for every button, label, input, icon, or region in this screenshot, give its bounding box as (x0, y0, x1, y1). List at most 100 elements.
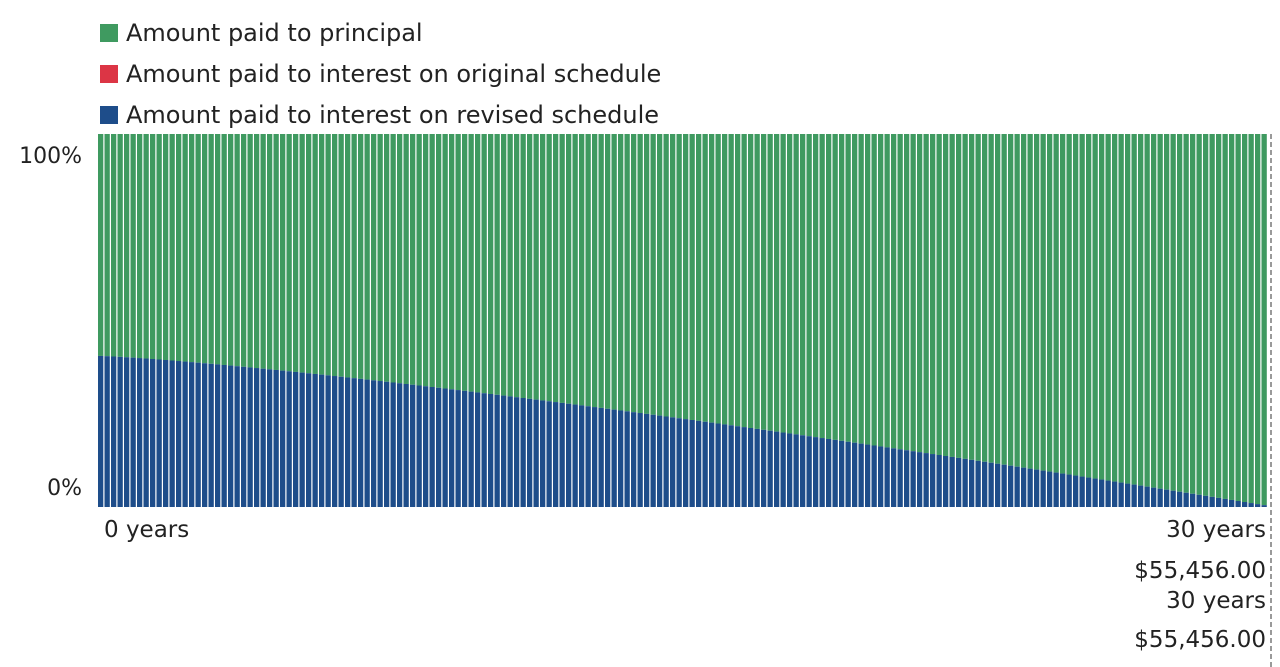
bar-group[interactable] (325, 134, 331, 507)
bar-group[interactable] (1060, 134, 1066, 507)
bar-group[interactable] (202, 134, 208, 507)
bar-group[interactable] (208, 134, 214, 507)
bar-group[interactable] (819, 134, 825, 507)
bar-group[interactable] (1014, 134, 1020, 507)
bar-group[interactable] (696, 134, 702, 507)
bar-group[interactable] (852, 134, 858, 507)
bar-group[interactable] (910, 134, 916, 507)
bar-group[interactable] (702, 134, 708, 507)
bar-group[interactable] (436, 134, 442, 507)
bar-group[interactable] (774, 134, 780, 507)
bar-group[interactable] (468, 134, 474, 507)
bar-group[interactable] (728, 134, 734, 507)
bar-group[interactable] (670, 134, 676, 507)
bar-group[interactable] (813, 134, 819, 507)
bar-group[interactable] (949, 134, 955, 507)
bar-group[interactable] (1216, 134, 1222, 507)
bar-group[interactable] (865, 134, 871, 507)
bar-group[interactable] (631, 134, 637, 507)
bar-group[interactable] (1008, 134, 1014, 507)
bar-group[interactable] (442, 134, 448, 507)
bar-group[interactable] (137, 134, 143, 507)
bar-group[interactable] (1261, 134, 1267, 507)
bar-group[interactable] (1021, 134, 1027, 507)
bar-group[interactable] (930, 134, 936, 507)
legend-item-interest-original[interactable]: Amount paid to interest on original sche… (100, 53, 661, 94)
bar-group[interactable] (189, 134, 195, 507)
bar-group[interactable] (1183, 134, 1189, 507)
bar-group[interactable] (1242, 134, 1248, 507)
bar-group[interactable] (806, 134, 812, 507)
bar-group[interactable] (1229, 134, 1235, 507)
bar-group[interactable] (1092, 134, 1098, 507)
bar-group[interactable] (494, 134, 500, 507)
bar-group[interactable] (1177, 134, 1183, 507)
bar-group[interactable] (598, 134, 604, 507)
bar-group[interactable] (273, 134, 279, 507)
bar-group[interactable] (761, 134, 767, 507)
bar-group[interactable] (449, 134, 455, 507)
bar-group[interactable] (371, 134, 377, 507)
bar-group[interactable] (1209, 134, 1215, 507)
bar-group[interactable] (884, 134, 890, 507)
bar-group[interactable] (891, 134, 897, 507)
bar-group[interactable] (429, 134, 435, 507)
bar-group[interactable] (1151, 134, 1157, 507)
bar-group[interactable] (1248, 134, 1254, 507)
bar-group[interactable] (462, 134, 468, 507)
bar-group[interactable] (566, 134, 572, 507)
bar-group[interactable] (481, 134, 487, 507)
bar-group[interactable] (1079, 134, 1085, 507)
bar-group[interactable] (280, 134, 286, 507)
bar-group[interactable] (754, 134, 760, 507)
bar-group[interactable] (241, 134, 247, 507)
bar-group[interactable] (163, 134, 169, 507)
bar-group[interactable] (780, 134, 786, 507)
bar-group[interactable] (644, 134, 650, 507)
bar-group[interactable] (143, 134, 149, 507)
bar-group[interactable] (878, 134, 884, 507)
bar-group[interactable] (507, 134, 513, 507)
bar-group[interactable] (1125, 134, 1131, 507)
bar-group[interactable] (130, 134, 136, 507)
bar-group[interactable] (475, 134, 481, 507)
bar-group[interactable] (416, 134, 422, 507)
bar-group[interactable] (624, 134, 630, 507)
bar-group[interactable] (709, 134, 715, 507)
bar-group[interactable] (787, 134, 793, 507)
bar-group[interactable] (969, 134, 975, 507)
bar-group[interactable] (117, 134, 123, 507)
bar-group[interactable] (533, 134, 539, 507)
bar-group[interactable] (1157, 134, 1163, 507)
bar-group[interactable] (1040, 134, 1046, 507)
bar-group[interactable] (839, 134, 845, 507)
bar-group[interactable] (793, 134, 799, 507)
bar-group[interactable] (936, 134, 942, 507)
bar-group[interactable] (1190, 134, 1196, 507)
bar-group[interactable] (527, 134, 533, 507)
bar-group[interactable] (871, 134, 877, 507)
bar-group[interactable] (1138, 134, 1144, 507)
bar-group[interactable] (579, 134, 585, 507)
bar-group[interactable] (169, 134, 175, 507)
bar-group[interactable] (917, 134, 923, 507)
bar-group[interactable] (605, 134, 611, 507)
bar-group[interactable] (156, 134, 162, 507)
bar-group[interactable] (1131, 134, 1137, 507)
bar-group[interactable] (1170, 134, 1176, 507)
bar-group[interactable] (715, 134, 721, 507)
bar-group[interactable] (312, 134, 318, 507)
bar-group[interactable] (735, 134, 741, 507)
bar-group[interactable] (306, 134, 312, 507)
bar-group[interactable] (982, 134, 988, 507)
bar-group[interactable] (767, 134, 773, 507)
bar-group[interactable] (741, 134, 747, 507)
bar-group[interactable] (559, 134, 565, 507)
bar-group[interactable] (351, 134, 357, 507)
bar-group[interactable] (845, 134, 851, 507)
bar-group[interactable] (962, 134, 968, 507)
bar-group[interactable] (195, 134, 201, 507)
bar-group[interactable] (897, 134, 903, 507)
bar-group[interactable] (943, 134, 949, 507)
bar-group[interactable] (650, 134, 656, 507)
